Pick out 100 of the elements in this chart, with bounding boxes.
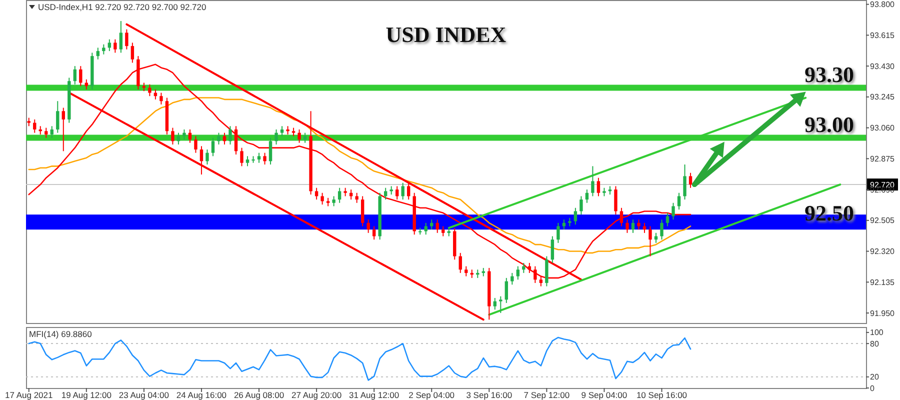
candlestick — [274, 128, 278, 145]
candlestick — [280, 126, 284, 137]
y-tick-label: 80 — [870, 339, 880, 348]
candlestick — [580, 196, 583, 216]
candlestick — [372, 226, 376, 240]
candlestick — [516, 266, 520, 280]
x-tick-label: 31 Aug 12:00 — [349, 390, 400, 400]
candlestick — [217, 132, 220, 145]
candlestick — [424, 222, 428, 236]
candlestick — [222, 132, 226, 145]
candlestick — [119, 20, 123, 54]
candlestick — [62, 107, 65, 152]
ref-line-label: 93.30 — [804, 62, 854, 87]
x-tick-label: 10 Sep 16:00 — [636, 390, 688, 400]
x-tick-label: 2 Sep 04:00 — [408, 390, 455, 400]
candlestick — [660, 219, 664, 240]
candlestick — [338, 187, 342, 204]
y-tick-label: 93.615 — [870, 31, 896, 40]
candlestick — [436, 219, 439, 234]
candlestick — [545, 256, 548, 287]
candlestick — [666, 212, 670, 227]
candlestick — [33, 118, 36, 134]
x-tick-label: 24 Aug 16:00 — [176, 390, 227, 400]
candlestick — [648, 226, 652, 257]
candlestick — [268, 137, 272, 166]
candlestick — [631, 219, 635, 234]
candlestick — [585, 189, 589, 204]
y-tick-label: 92.505 — [870, 216, 896, 226]
candlestick — [366, 219, 370, 234]
candlestick — [182, 128, 186, 140]
candlestick — [522, 262, 526, 274]
candlestick — [125, 28, 128, 50]
y-tick-label: 93.060 — [870, 124, 896, 133]
y-tick-label: 93.245 — [870, 92, 896, 102]
candlestick — [407, 182, 410, 200]
candlestick — [73, 66, 77, 85]
candlestick — [395, 186, 399, 200]
candlestick — [200, 146, 204, 176]
candlestick — [298, 128, 301, 144]
candlestick — [160, 92, 163, 105]
x-tick-label: 7 Sep 12:00 — [524, 390, 570, 400]
candlestick — [614, 186, 618, 216]
candlestick — [96, 47, 100, 60]
candlestick — [620, 207, 624, 227]
candlestick — [228, 126, 232, 145]
candlestick — [44, 127, 48, 138]
candlestick — [458, 252, 462, 274]
candlestick — [683, 164, 686, 200]
candlestick — [257, 152, 261, 164]
y-tick-label: 91.950 — [870, 308, 896, 318]
candlestick — [303, 132, 307, 144]
y-tick-label: 20 — [870, 372, 880, 382]
candlestick — [79, 66, 82, 87]
candlestick — [206, 148, 209, 166]
chart-title: MFI(14) 69.8860 — [29, 329, 92, 339]
candlestick — [504, 277, 508, 304]
candlestick — [176, 132, 180, 145]
x-tick-label: 27 Aug 20:00 — [291, 390, 342, 400]
candlestick — [50, 126, 54, 138]
candlestick — [314, 187, 318, 200]
y-tick-label: 93.800 — [870, 0, 896, 10]
candlestick — [384, 187, 388, 200]
candlestick — [550, 236, 554, 264]
candlestick — [596, 177, 600, 197]
x-tick-label: 17 Aug 2021 — [5, 390, 54, 400]
candlestick — [591, 166, 594, 197]
candlestick — [355, 192, 358, 204]
x-tick-label: 23 Aug 04:00 — [118, 390, 170, 400]
x-tick-label: 26 Aug 08:00 — [234, 390, 284, 400]
candlestick — [672, 202, 675, 220]
candlestick — [510, 272, 514, 286]
candlestick — [148, 84, 152, 97]
candlestick — [332, 196, 336, 207]
y-tick-label: 100 — [870, 328, 884, 338]
y-tick-label: 92.875 — [870, 154, 896, 164]
y-tick-label: 0 — [870, 384, 875, 393]
candlestick — [102, 44, 106, 55]
x-tick-label: 9 Sep 04:00 — [581, 390, 628, 400]
candlestick — [240, 147, 244, 167]
candlestick — [626, 219, 629, 234]
candlestick — [642, 222, 646, 234]
text: USD INDEX — [386, 22, 506, 47]
x-tick-label: 19 Aug 12:00 — [61, 390, 112, 400]
candlestick — [56, 100, 60, 134]
candlestick — [442, 226, 445, 237]
candlestick — [130, 42, 134, 64]
ref-line-label: 93.00 — [804, 112, 854, 137]
candlestick — [211, 137, 215, 157]
y-tick-label: 92.135 — [870, 278, 896, 287]
candlestick — [114, 38, 117, 54]
candlestick — [677, 192, 681, 210]
x-tick-label: 3 Sep 16:00 — [466, 390, 512, 400]
candlestick — [464, 266, 468, 277]
candlestick — [188, 128, 192, 144]
candlestick — [654, 232, 658, 244]
candlestick — [246, 156, 250, 167]
y-tick-label: 92.320 — [870, 247, 896, 256]
candlestick — [493, 297, 497, 310]
chart-subtitle: USD-Index,H1 92.720 92.720 92.700 92.720 — [38, 2, 207, 12]
candlestick — [263, 152, 266, 166]
